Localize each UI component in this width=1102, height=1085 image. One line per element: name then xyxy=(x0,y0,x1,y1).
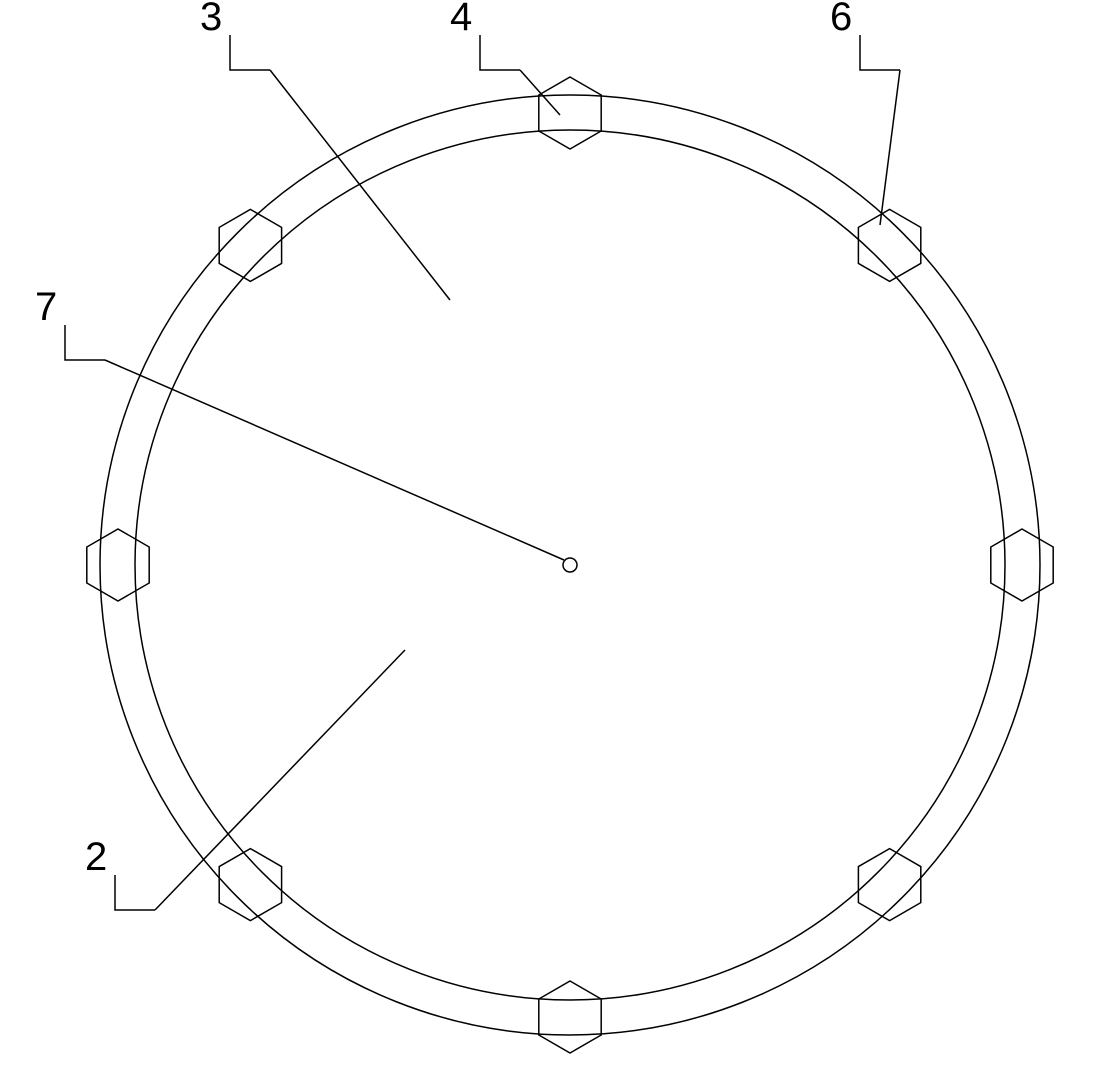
hexagon-bolt xyxy=(539,77,601,149)
label-4: 4 xyxy=(450,0,472,39)
hexagon-bolt xyxy=(539,981,601,1053)
leader-7-line xyxy=(105,360,564,560)
leader-6-line xyxy=(880,70,900,225)
label-2: 2 xyxy=(85,835,107,879)
leader-2-hook xyxy=(115,875,155,910)
leader-4-line xyxy=(520,70,560,115)
leader-3-hook xyxy=(230,35,270,70)
label-3: 3 xyxy=(200,0,222,39)
hexagon-bolt xyxy=(87,529,149,601)
leader-4-hook xyxy=(480,35,520,70)
flange-diagram: 3 4 6 7 2 xyxy=(0,0,1102,1085)
label-7: 7 xyxy=(35,285,57,329)
leader-3-line xyxy=(270,70,450,300)
outer-circle xyxy=(100,95,1040,1035)
leader-6-hook xyxy=(860,35,900,70)
inner-circle xyxy=(135,130,1005,1000)
center-hole xyxy=(563,558,577,572)
leader-7-hook xyxy=(65,325,105,360)
hexagon-bolt xyxy=(991,529,1053,601)
label-6: 6 xyxy=(830,0,852,39)
